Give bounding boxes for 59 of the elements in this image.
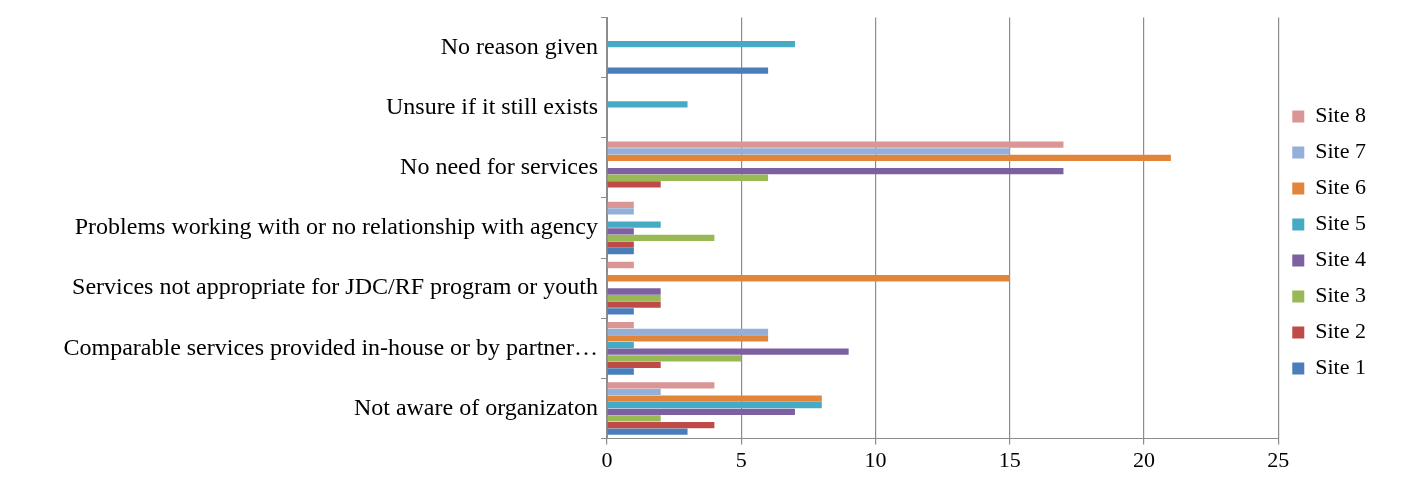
x-tick-label: 0 — [601, 446, 613, 472]
bar — [607, 174, 769, 181]
bar — [607, 415, 661, 422]
legend-label: Site 7 — [1315, 138, 1367, 164]
bar — [607, 167, 1064, 175]
bar — [607, 261, 634, 269]
bar — [607, 341, 634, 349]
bar — [607, 208, 634, 215]
bar — [607, 322, 634, 329]
x-tick-label: 15 — [998, 446, 1021, 472]
legend-label: Site 2 — [1315, 318, 1367, 344]
x-tick-label: 25 — [1267, 446, 1290, 472]
y-tick-label: Services not appropriate for JDC/RF program or youth — [72, 273, 598, 300]
bar — [607, 248, 634, 255]
bar — [607, 328, 769, 335]
bar — [607, 201, 634, 208]
bar — [607, 221, 661, 228]
bar — [607, 154, 1171, 162]
legend-label: Site 4 — [1315, 246, 1367, 272]
bar — [607, 294, 661, 302]
y-tick-label: No need for services — [400, 153, 598, 180]
bar — [607, 288, 661, 295]
bar — [607, 141, 1064, 148]
legend-label: Site 5 — [1315, 210, 1367, 236]
bar — [607, 368, 634, 375]
bar — [607, 428, 688, 435]
bar — [607, 301, 661, 308]
bar — [607, 382, 715, 389]
bar — [607, 361, 661, 369]
bar — [607, 348, 849, 355]
legend-label: Site 1 — [1315, 354, 1367, 380]
bar — [607, 395, 822, 402]
bar — [607, 335, 769, 342]
legend-label: Site 8 — [1315, 102, 1367, 128]
bar — [607, 402, 822, 409]
bar — [607, 148, 1010, 155]
bar — [607, 41, 795, 48]
y-tick-label: Comparable services provided in-house or by partner… — [63, 333, 598, 360]
x-tick-label: 5 — [735, 446, 747, 472]
bar — [607, 181, 661, 188]
bar — [607, 241, 634, 248]
y-tick-label: Problems working with or no relationship with agency — [74, 213, 598, 240]
bar — [607, 408, 795, 415]
bar — [607, 275, 1010, 282]
bar — [607, 234, 715, 242]
bar — [607, 101, 688, 108]
legend-label: Site 6 — [1315, 174, 1367, 200]
x-tick-label: 10 — [864, 446, 887, 472]
bar — [607, 228, 634, 235]
bar — [607, 388, 661, 396]
x-tick-label: 20 — [1133, 446, 1156, 472]
y-tick-label: Not aware of organizaton — [353, 393, 598, 420]
bar — [607, 67, 769, 74]
y-tick-label: No reason given — [440, 32, 598, 59]
bar — [607, 421, 715, 429]
bar — [607, 355, 742, 362]
y-tick-label: Unsure if it still exists — [386, 92, 598, 119]
bar — [607, 308, 634, 315]
legend-label: Site 3 — [1315, 282, 1367, 308]
